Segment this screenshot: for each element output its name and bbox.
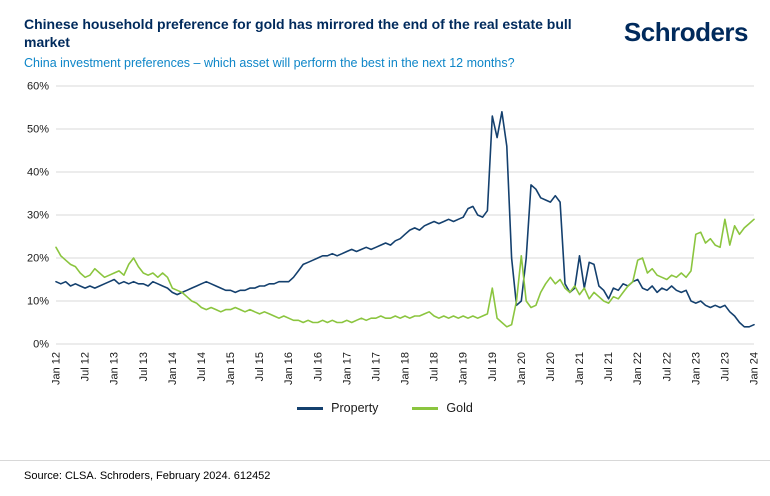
legend-item-gold: Gold — [412, 401, 473, 416]
chart-title: Chinese household preference for gold ha… — [24, 16, 572, 51]
gold-line-swatch — [412, 406, 439, 410]
svg-text:Jan 13: Jan 13 — [109, 352, 121, 385]
footer: Source: CLSA. Schroders, February 2024. … — [0, 460, 770, 482]
svg-text:Jan 12: Jan 12 — [51, 352, 63, 385]
svg-text:Jan 19: Jan 19 — [458, 352, 470, 385]
svg-text:Jan 16: Jan 16 — [283, 352, 295, 385]
svg-text:Jul 18: Jul 18 — [429, 352, 441, 381]
source-text: Source: CLSA. Schroders, February 2024. … — [24, 470, 271, 482]
line-chart: 0% 10% 20% 30% 40% 50% 60% Jan 12 Jul 12 Jan 13 Ju… — [0, 72, 770, 405]
svg-text:Jul 17: Jul 17 — [370, 352, 382, 381]
svg-text:Jul 20: Jul 20 — [545, 352, 557, 381]
svg-text:Jul 14: Jul 14 — [196, 352, 208, 381]
header-text: Chinese household preference for gold ha… — [24, 15, 589, 70]
legend-label-gold: Gold — [446, 401, 473, 416]
svg-text:60%: 60% — [27, 81, 49, 93]
svg-text:Jan 21: Jan 21 — [574, 352, 586, 385]
svg-text:50%: 50% — [27, 124, 49, 136]
chart-subtitle: China investment preferences – which ass… — [24, 56, 515, 71]
svg-text:Jul 21: Jul 21 — [603, 352, 615, 381]
svg-text:Jan 18: Jan 18 — [400, 352, 412, 385]
svg-text:Jul 13: Jul 13 — [138, 352, 150, 381]
svg-text:30%: 30% — [27, 210, 49, 222]
chart-canvas: 0% 10% 20% 30% 40% 50% 60% Jan 12 Jul 12 Jan 13 Ju… — [27, 81, 761, 386]
svg-text:Jan 17: Jan 17 — [341, 352, 353, 385]
svg-text:Jul 22: Jul 22 — [661, 352, 673, 381]
svg-text:Jul 23: Jul 23 — [719, 352, 731, 381]
svg-text:Jul 15: Jul 15 — [254, 352, 266, 381]
header: Chinese household preference for gold ha… — [0, 0, 770, 72]
svg-text:Jan 14: Jan 14 — [167, 352, 179, 385]
svg-text:Jan 20: Jan 20 — [516, 352, 528, 385]
property-line-swatch — [297, 406, 324, 410]
svg-text:Jul 16: Jul 16 — [312, 352, 324, 381]
svg-text:Jan 24: Jan 24 — [749, 352, 761, 385]
svg-text:0%: 0% — [33, 339, 49, 351]
svg-text:Jan 22: Jan 22 — [632, 352, 644, 385]
legend-label-property: Property — [331, 401, 379, 416]
schroders-logo: Schroders — [623, 17, 749, 47]
svg-text:Jul 12: Jul 12 — [80, 352, 92, 381]
svg-text:40%: 40% — [27, 167, 49, 179]
legend-item-property: Property — [297, 401, 378, 415]
svg-text:Jan 15: Jan 15 — [225, 352, 237, 385]
svg-text:10%: 10% — [27, 296, 49, 308]
legend: Property Gold — [0, 401, 770, 415]
svg-text:Jul 19: Jul 19 — [487, 352, 499, 381]
svg-text:20%: 20% — [27, 253, 49, 265]
svg-text:Jan 23: Jan 23 — [690, 352, 702, 385]
